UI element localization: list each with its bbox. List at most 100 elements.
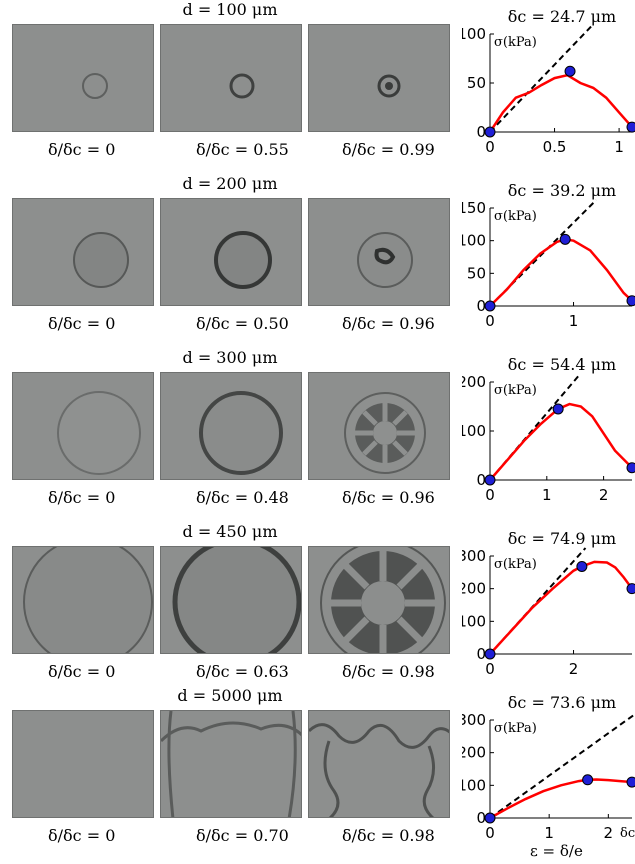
photo-stage-mid: [160, 710, 302, 818]
y-tick-label: 200: [462, 373, 486, 391]
stress-plot: δc = 74.9 μm 0 100 200 300 0 2 σ(kPa): [462, 522, 635, 694]
y-tick-label: 50: [467, 74, 486, 92]
stress-curve: [489, 778, 633, 820]
ratio-label: δ/δc = 0.98: [342, 826, 435, 845]
x-tick-label: 0: [485, 660, 495, 678]
ratio-label: δ/δc = 0.96: [342, 314, 435, 333]
chart-title: δc = 54.4 μm: [508, 355, 616, 374]
x-tick-label: 1: [614, 138, 624, 156]
photo-stage-mid: [160, 198, 302, 306]
ratio-label: δ/δc = 0: [48, 140, 116, 159]
stress-curve: [488, 73, 633, 133]
diameter-title: d = 450 μm: [182, 522, 278, 541]
diameter-title: d = 200 μm: [182, 174, 278, 193]
x-tick-label: 1: [542, 486, 552, 504]
y-tick-label: 200: [462, 744, 486, 762]
y-tick-label: 0: [476, 645, 486, 663]
stress-plot: δc = 73.6 μm 0 100 200 300 0 1 2 σ(kPa): [462, 686, 635, 858]
photo-stage-final: [308, 24, 450, 132]
y-tick-label: 100: [462, 612, 486, 630]
ratio-label: δ/δc = 0.98: [342, 662, 435, 681]
ratio-label: δ/δc = 0.99: [342, 140, 435, 159]
ratio-label: δ/δc = 0: [48, 488, 116, 507]
diameter-title: d = 5000 μm: [177, 686, 283, 705]
y-tick-label: 0: [476, 123, 486, 141]
photo-stage-mid: [160, 372, 302, 480]
y-tick-label: 100: [462, 232, 486, 250]
row-d450: d = 450 μm δ/δc = 0 δ/δc = 0.63 δ/δc = 0…: [0, 522, 635, 694]
data-point: [626, 583, 635, 595]
ratio-label: δ/δc = 0.96: [342, 488, 435, 507]
x-tick-label: 2: [604, 824, 614, 842]
x-tick-label: 0: [485, 312, 495, 330]
ratio-label: δ/δc = 0.50: [196, 314, 289, 333]
data-point: [484, 126, 496, 138]
x-tick-label: 0.5: [543, 138, 567, 156]
y-tick-label: 100: [462, 25, 486, 43]
data-point: [484, 474, 496, 486]
y-tick-label: 0: [476, 297, 486, 315]
x-tick-label: 0: [485, 486, 495, 504]
y-tick-label: 300: [462, 547, 486, 565]
row-d100: d = 100 μm δ/δc = 0 δ/δc = 0.55 δ/δc = 0…: [0, 0, 635, 172]
y-tick-label: 200: [462, 580, 486, 598]
ratio-label: δ/δc = 0: [48, 662, 116, 681]
x-tick-label: 1: [569, 312, 579, 330]
y-tick-label: 0: [476, 471, 486, 489]
y-axis-label: σ(kPa): [494, 209, 537, 224]
photo-stage-final: [308, 546, 450, 654]
ratio-label: δ/δc = 0.55: [196, 140, 289, 159]
ratio-label: δ/δc = 0.70: [196, 826, 289, 845]
photo-stage-final: [308, 710, 450, 818]
stress-curve: [489, 402, 633, 481]
chart-title: δc = 39.2 μm: [508, 181, 616, 200]
tangent-line: [489, 25, 593, 133]
y-tick-label: 100: [462, 422, 486, 440]
data-point: [626, 295, 635, 307]
ratio-label: δ/δc = 0.63: [196, 662, 289, 681]
data-point: [626, 121, 635, 133]
y-tick-label: 0: [476, 809, 486, 827]
data-point: [552, 403, 564, 415]
data-point: [626, 462, 635, 474]
x-tick-label: 0: [485, 138, 495, 156]
row-d300: d = 300 μm δ/δc = 0 δ/δc = 0.48 δ/δc = 0…: [0, 348, 635, 520]
data-point: [626, 776, 635, 788]
y-axis-label: σ(kPa): [494, 35, 537, 50]
data-point: [484, 812, 496, 824]
chart-title: δc = 24.7 μm: [508, 7, 616, 26]
data-point: [582, 774, 594, 786]
y-tick-label: 100: [462, 776, 486, 794]
photo-stage-initial: [12, 710, 154, 818]
data-point: [484, 300, 496, 312]
y-axis-label: σ(kPa): [494, 557, 537, 572]
row-d200: d = 200 μm δ/δc = 0 δ/δc = 0.50 δ/δc = 0…: [0, 174, 635, 346]
x-tick-label: 2: [599, 486, 609, 504]
tangent-line: [489, 712, 635, 819]
ratio-label: δ/δc = 0: [48, 826, 116, 845]
row-d5000: d = 5000 μm δ/δc = 0 δ/δc = 0.70 δ/δc = …: [0, 686, 635, 858]
x-tick-label: 2: [569, 660, 579, 678]
stress-plot: δc = 54.4 μm 0 100 200 0 1 2 σ(kPa): [462, 348, 635, 520]
y-tick-label: 300: [462, 711, 486, 729]
photo-stage-final: [308, 198, 450, 306]
photo-stage-final: [308, 372, 450, 480]
stress-plot: δc = 39.2 μm 0 50 100 150 0 1 σ(kPa): [462, 174, 635, 346]
photo-stage-mid: [160, 24, 302, 132]
ratio-label: δ/δc = 0.48: [196, 488, 289, 507]
ratio-label: δ/δc = 0: [48, 314, 116, 333]
photo-stage-initial: [12, 24, 154, 132]
data-point: [576, 560, 588, 572]
y-axis-label: σ(kPa): [494, 721, 537, 736]
chart-title: δc = 73.6 μm: [508, 693, 616, 712]
data-point: [564, 65, 576, 77]
data-point: [484, 648, 496, 660]
diameter-title: d = 300 μm: [182, 348, 278, 367]
photo-stage-initial: [12, 198, 154, 306]
photo-stage-mid: [160, 546, 302, 654]
y-axis-label: σ(kPa): [494, 383, 537, 398]
x-axis-label: ε = δ/e: [530, 842, 583, 860]
data-point: [559, 233, 571, 245]
photo-stage-initial: [12, 372, 154, 480]
y-tick-label: 150: [462, 199, 486, 217]
